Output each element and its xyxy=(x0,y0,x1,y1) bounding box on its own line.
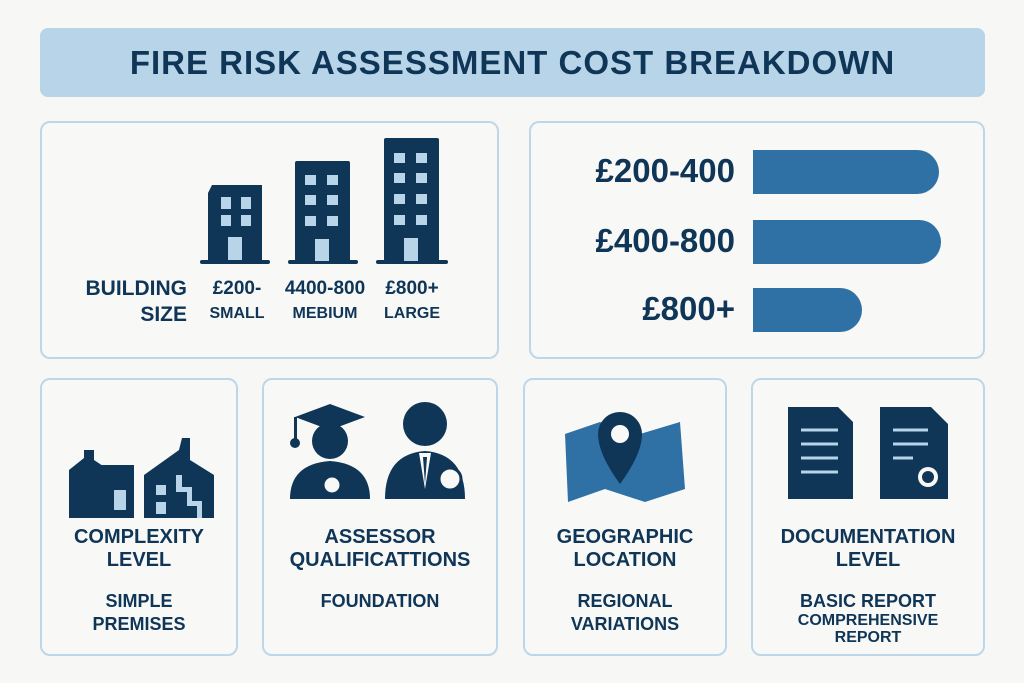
price-bars-panel: £200-400 £400-800 £800+ xyxy=(529,121,985,359)
label-line: BUILDING xyxy=(85,277,188,300)
factor-detail-line: VARIATIONS xyxy=(570,614,680,635)
building-size: MEBIUM xyxy=(292,304,358,322)
factor-detail: FOUNDATION xyxy=(264,590,496,613)
factor-title: DOCUMENTATION LEVEL xyxy=(753,526,983,572)
building-large-caption: £800+ LARGE xyxy=(372,278,452,323)
price-bar xyxy=(753,150,939,194)
medium-building-icon xyxy=(288,161,358,264)
graduate-professional-icon xyxy=(264,399,496,503)
factor-detail-line: COMPREHENSIVE xyxy=(797,612,939,630)
factor-title: ASSESSOR QUALIFICATTIONS xyxy=(264,526,496,572)
factor-panel: GEOGRAPHIC LOCATION REGIONAL VARIATIONS xyxy=(523,378,727,656)
building-price: £800+ xyxy=(385,278,439,299)
factor-panel: DOCUMENTATION LEVEL BASIC REPORT COMPREHENS… xyxy=(751,378,985,656)
factor-detail: REGIONAL VARIATIONS xyxy=(525,590,725,637)
buildings-illustration xyxy=(200,138,448,264)
factor-detail: BASIC REPORT COMPREHENSIVE REPORT xyxy=(753,590,983,647)
houses-icon xyxy=(42,430,236,524)
factor-title-line: QUALIFICATTIONS xyxy=(289,549,471,571)
factor-title-line: COMPLEXITY xyxy=(73,526,204,548)
building-size-label: BUILDING SIZE xyxy=(72,276,188,329)
factor-title: COMPLEXITY LEVEL xyxy=(42,526,236,572)
factor-panel: ASSESSOR QUALIFICATTIONS FOUNDATION xyxy=(262,378,498,656)
documents-icon xyxy=(753,402,983,506)
factor-title-line: GEOGRAPHIC xyxy=(556,526,694,548)
building-price: £200- xyxy=(212,278,262,299)
building-size: LARGE xyxy=(384,304,440,322)
building-size: SMALL xyxy=(209,304,265,322)
label-line: SIZE xyxy=(140,303,187,327)
factor-title: GEOGRAPHIC LOCATION xyxy=(525,526,725,572)
price-bar-label: £200-400 xyxy=(595,152,735,189)
price-bar-label: £800+ xyxy=(642,290,735,327)
large-building-icon xyxy=(376,138,448,264)
factor-detail: SIMPLE PREMISES xyxy=(42,590,236,637)
building-medium-caption: 4400-800 MEBIUM xyxy=(275,278,375,323)
page-title: FIRE RISK ASSESSMENT COST BREAKDOWN xyxy=(40,28,985,97)
price-bar-label: £400-800 xyxy=(595,222,735,259)
factor-title-line: LEVEL xyxy=(106,549,172,571)
factor-title-line: DOCUMENTATION xyxy=(780,526,956,548)
building-size-panel: BUILDING SIZE £200- SMALL 4400-800 MEBIU… xyxy=(40,121,499,359)
factor-detail-line: REGIONAL xyxy=(577,591,673,611)
small-building-icon xyxy=(200,185,270,264)
building-small-caption: £200- SMALL xyxy=(192,278,282,323)
factor-detail-line: FOUNDATION xyxy=(320,591,440,611)
price-bar xyxy=(753,220,941,264)
building-price: 4400-800 xyxy=(284,278,366,299)
map-pin-icon xyxy=(525,404,725,508)
factor-detail-line: PREMISES xyxy=(92,614,186,635)
factor-title-line: ASSESSOR xyxy=(324,526,436,548)
factor-detail-line: REPORT xyxy=(834,629,902,647)
price-bar xyxy=(753,288,862,332)
factor-detail-line: SIMPLE xyxy=(105,591,173,611)
factor-panel: COMPLEXITY LEVEL SIMPLE PREMISES xyxy=(40,378,238,656)
factor-title-line: LEVEL xyxy=(835,549,901,571)
factor-detail-line: BASIC REPORT xyxy=(799,591,936,611)
factor-title-line: LOCATION xyxy=(573,549,677,571)
